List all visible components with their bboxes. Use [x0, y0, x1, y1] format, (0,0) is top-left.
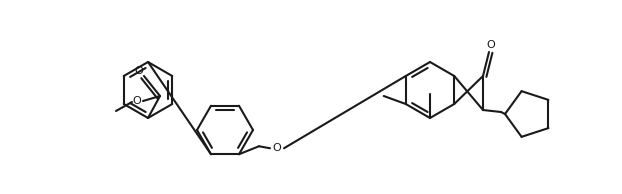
Text: O: O	[134, 66, 144, 76]
Text: O: O	[272, 143, 281, 153]
Text: O: O	[486, 40, 495, 50]
Text: O: O	[132, 96, 141, 106]
